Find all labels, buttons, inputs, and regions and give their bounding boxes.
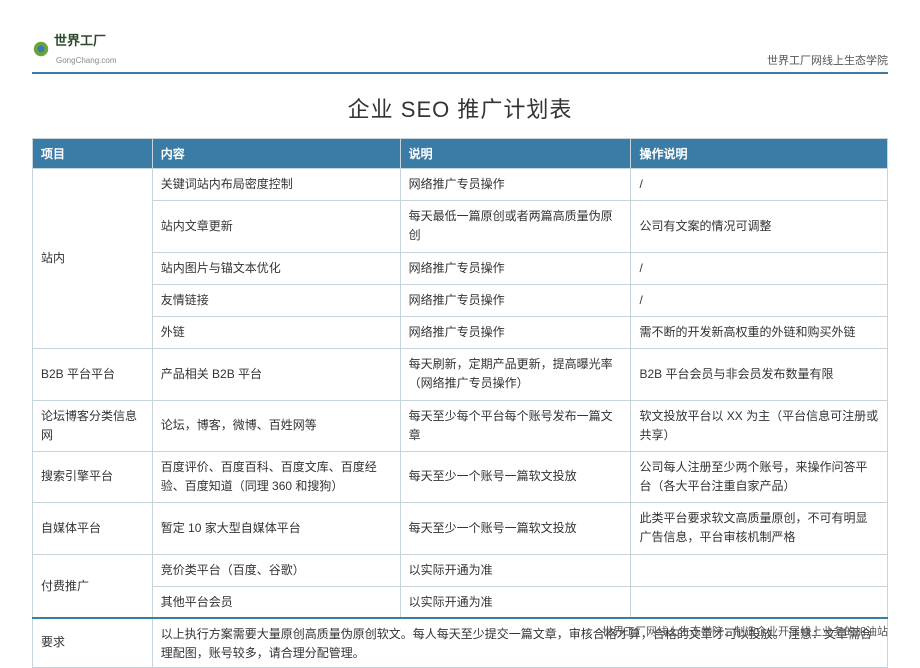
cell-op: 公司每人注册至少两个账号，来操作问答平台（各大平台注重自家产品） xyxy=(631,451,888,502)
col-content: 内容 xyxy=(152,139,400,169)
cell-desc: 每天最低一篇原创或者两篇高质量伪原创 xyxy=(400,201,631,252)
cell-desc: 每天刷新，定期产品更新，提高曝光率（网络推广专员操作） xyxy=(400,349,631,400)
page-title: 企业 SEO 推广计划表 xyxy=(32,92,888,124)
table-row: 友情链接网络推广专员操作/ xyxy=(33,284,888,316)
cell-op: / xyxy=(631,169,888,201)
table-row: B2B 平台平台产品相关 B2B 平台每天刷新，定期产品更新，提高曝光率（网络推… xyxy=(33,349,888,400)
footer-text: 世界工厂网线上生态学院：制造企业开展线上业务的加油站 xyxy=(32,617,888,639)
cell-content: 关键词站内布局密度控制 xyxy=(152,169,400,201)
cell-content: 产品相关 B2B 平台 xyxy=(152,349,400,400)
cell-desc: 以实际开通为准 xyxy=(400,554,631,586)
logo-icon xyxy=(32,40,50,58)
table-row: 站内文章更新每天最低一篇原创或者两篇高质量伪原创公司有文案的情况可调整 xyxy=(33,201,888,252)
cell-content: 站内图片与锚文本优化 xyxy=(152,252,400,284)
cell-op xyxy=(631,586,888,618)
cell-op: 此类平台要求软文高质量原创，不可有明显广告信息，平台审核机制严格 xyxy=(631,503,888,554)
col-desc: 说明 xyxy=(400,139,631,169)
header-right-text: 世界工厂网线上生态学院 xyxy=(767,52,888,68)
col-project: 项目 xyxy=(33,139,153,169)
cell-content: 百度评价、百度百科、百度文库、百度经验、百度知道（同理 360 和搜狗） xyxy=(152,451,400,502)
table-row: 站内关键词站内布局密度控制网络推广专员操作/ xyxy=(33,169,888,201)
cell-desc: 以实际开通为准 xyxy=(400,586,631,618)
cell-project: 论坛博客分类信息网 xyxy=(33,400,153,451)
table-row: 站内图片与锚文本优化网络推广专员操作/ xyxy=(33,252,888,284)
cell-content: 外链 xyxy=(152,316,400,348)
cell-content: 站内文章更新 xyxy=(152,201,400,252)
table-row: 其他平台会员以实际开通为准 xyxy=(33,586,888,618)
logo-text-cn: 世界工厂 xyxy=(54,33,106,48)
table-row: 论坛博客分类信息网论坛，博客，微博、百姓网等每天至少每个平台每个账号发布一篇文章… xyxy=(33,400,888,451)
logo: 世界工厂 GongChang.com xyxy=(32,30,116,68)
cell-content: 友情链接 xyxy=(152,284,400,316)
cell-content: 论坛，博客，微博、百姓网等 xyxy=(152,400,400,451)
cell-op: 公司有文案的情况可调整 xyxy=(631,201,888,252)
cell-op: B2B 平台会员与非会员发布数量有限 xyxy=(631,349,888,400)
table-row: 搜索引擎平台百度评价、百度百科、百度文库、百度经验、百度知道（同理 360 和搜… xyxy=(33,451,888,502)
cell-desc: 网络推广专员操作 xyxy=(400,169,631,201)
table-header-row: 项目 内容 说明 操作说明 xyxy=(33,139,888,169)
cell-desc: 每天至少每个平台每个账号发布一篇文章 xyxy=(400,400,631,451)
logo-text-en: GongChang.com xyxy=(56,56,116,65)
table-row: 自媒体平台暂定 10 家大型自媒体平台每天至少一个账号一篇软文投放此类平台要求软… xyxy=(33,503,888,554)
cell-op: / xyxy=(631,252,888,284)
cell-content: 竞价类平台（百度、谷歌） xyxy=(152,554,400,586)
cell-project: 自媒体平台 xyxy=(33,503,153,554)
cell-project: 搜索引擎平台 xyxy=(33,451,153,502)
cell-op: 需不断的开发新高权重的外链和购买外链 xyxy=(631,316,888,348)
cell-op xyxy=(631,554,888,586)
cell-content: 暂定 10 家大型自媒体平台 xyxy=(152,503,400,554)
seo-plan-table: 项目 内容 说明 操作说明 站内关键词站内布局密度控制网络推广专员操作/站内文章… xyxy=(32,138,888,668)
cell-desc: 每天至少一个账号一篇软文投放 xyxy=(400,503,631,554)
cell-op: 软文投放平台以 XX 为主（平台信息可注册或共享） xyxy=(631,400,888,451)
col-op: 操作说明 xyxy=(631,139,888,169)
cell-project: B2B 平台平台 xyxy=(33,349,153,400)
cell-project: 付费推广 xyxy=(33,554,153,618)
cell-desc: 每天至少一个账号一篇软文投放 xyxy=(400,451,631,502)
table-row: 外链网络推广专员操作需不断的开发新高权重的外链和购买外链 xyxy=(33,316,888,348)
table-row: 付费推广竞价类平台（百度、谷歌）以实际开通为准 xyxy=(33,554,888,586)
cell-desc: 网络推广专员操作 xyxy=(400,284,631,316)
cell-desc: 网络推广专员操作 xyxy=(400,252,631,284)
cell-project: 站内 xyxy=(33,169,153,349)
header-bar: 世界工厂 GongChang.com 世界工厂网线上生态学院 xyxy=(32,30,888,74)
cell-desc: 网络推广专员操作 xyxy=(400,316,631,348)
cell-op: / xyxy=(631,284,888,316)
cell-content: 其他平台会员 xyxy=(152,586,400,618)
